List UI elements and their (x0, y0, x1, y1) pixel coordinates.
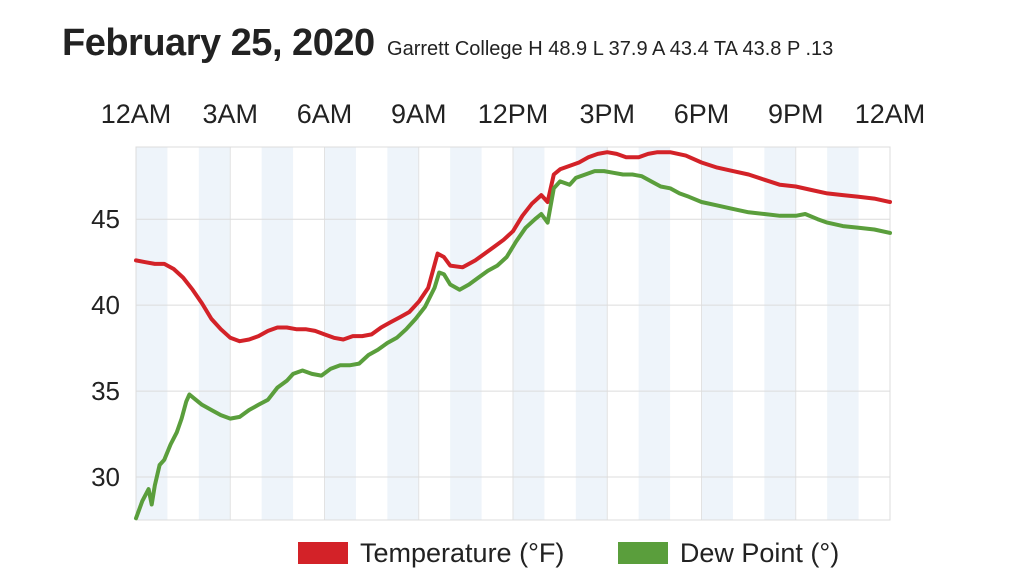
temperature-line (134, 150, 892, 344)
hour-band (450, 147, 482, 520)
legend-swatch-temperature (298, 542, 348, 564)
hour-band (575, 147, 608, 520)
hour-band (324, 147, 356, 520)
x-tick-label: 3PM (579, 99, 635, 129)
legend-label-dew-point: Dew Point (°) (679, 538, 840, 568)
hour-band (136, 147, 168, 520)
station-summary: Garrett College H 48.9 L 37.9 A 43.4 TA … (387, 38, 834, 60)
chart-legend: Temperature (°F) Dew Point (°) (298, 538, 885, 569)
dew-point-line (134, 169, 892, 521)
legend-item-temperature[interactable]: Temperature (°F) (298, 538, 564, 569)
x-tick-label: 9PM (768, 99, 824, 129)
y-tick-label: 35 (91, 376, 120, 406)
x-tick-label: 6PM (674, 99, 730, 129)
hour-band (638, 147, 671, 520)
hour-band (827, 147, 859, 520)
hour-band (764, 147, 796, 520)
x-tick-label: 9AM (391, 99, 447, 129)
x-tick-label: 6AM (297, 99, 353, 129)
hour-band (513, 147, 545, 520)
page-title: February 25, 2020 (62, 22, 375, 64)
x-tick-label: 12AM (101, 99, 172, 129)
x-tick-label: 12AM (855, 99, 926, 129)
y-tick-label: 40 (91, 290, 120, 320)
x-tick-label: 3AM (202, 99, 258, 129)
x-tick-label: 12PM (478, 99, 549, 129)
legend-label-temperature: Temperature (°F) (360, 538, 565, 568)
chart-header: February 25, 2020 Garrett College H 48.9… (62, 22, 833, 65)
legend-swatch-dew-point (617, 542, 668, 564)
y-tick-label: 30 (91, 462, 120, 492)
legend-item-dew-point[interactable]: Dew Point (°) (617, 538, 840, 569)
y-tick-label: 45 (91, 204, 120, 234)
plot-border (135, 146, 891, 521)
